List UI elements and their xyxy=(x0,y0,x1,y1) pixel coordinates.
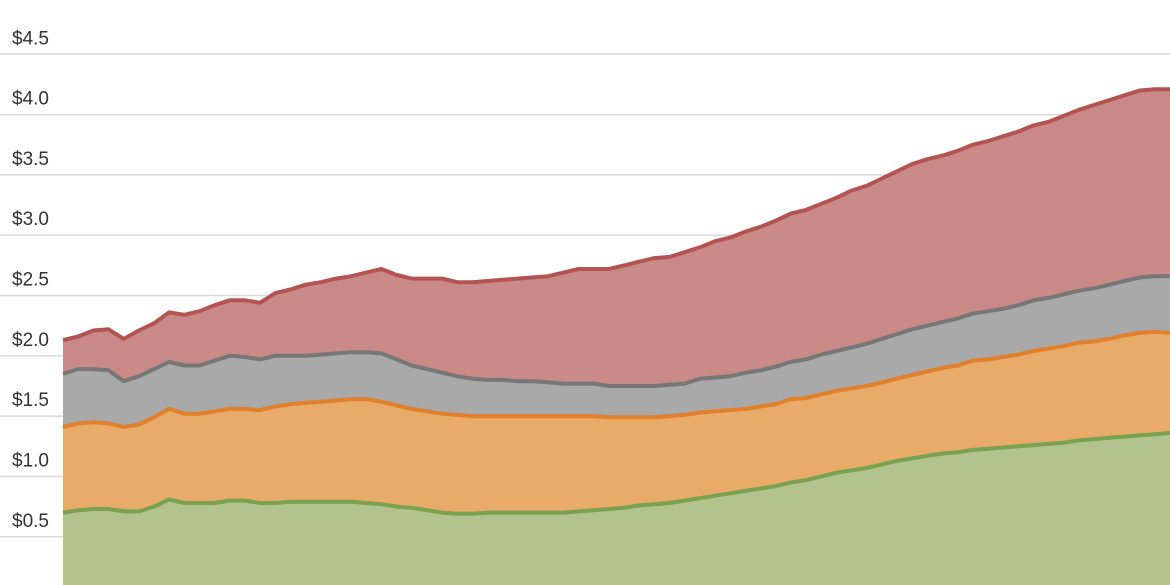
area-series-4 xyxy=(63,89,1170,387)
y-tick-label: $4.5 xyxy=(12,28,49,49)
series-line-4 xyxy=(62,87,1170,343)
y-tick-label: $0.5 xyxy=(12,511,49,532)
area-series-3 xyxy=(63,276,1170,427)
series-line-1 xyxy=(62,431,1170,516)
series-lines xyxy=(62,87,1170,516)
y-tick-label: $4.0 xyxy=(12,89,49,110)
area-series-2 xyxy=(63,331,1170,514)
y-tick-label: $2.5 xyxy=(12,270,49,291)
y-axis-ticks: $0.5 $1.0 $1.5 $2.0 $2.5 $3.0 $3.5 $4.0 $4.5 xyxy=(12,28,49,531)
y-tick-label: $3.5 xyxy=(12,149,49,170)
y-tick-label: $1.5 xyxy=(12,390,49,411)
y-tick-label: $1.0 xyxy=(12,450,49,471)
series-line-2 xyxy=(62,329,1170,429)
y-tick-label: $2.0 xyxy=(12,330,49,351)
series-line-3 xyxy=(62,274,1170,388)
stacked-areas xyxy=(63,89,1170,585)
y-tick-label: $3.0 xyxy=(12,209,49,230)
